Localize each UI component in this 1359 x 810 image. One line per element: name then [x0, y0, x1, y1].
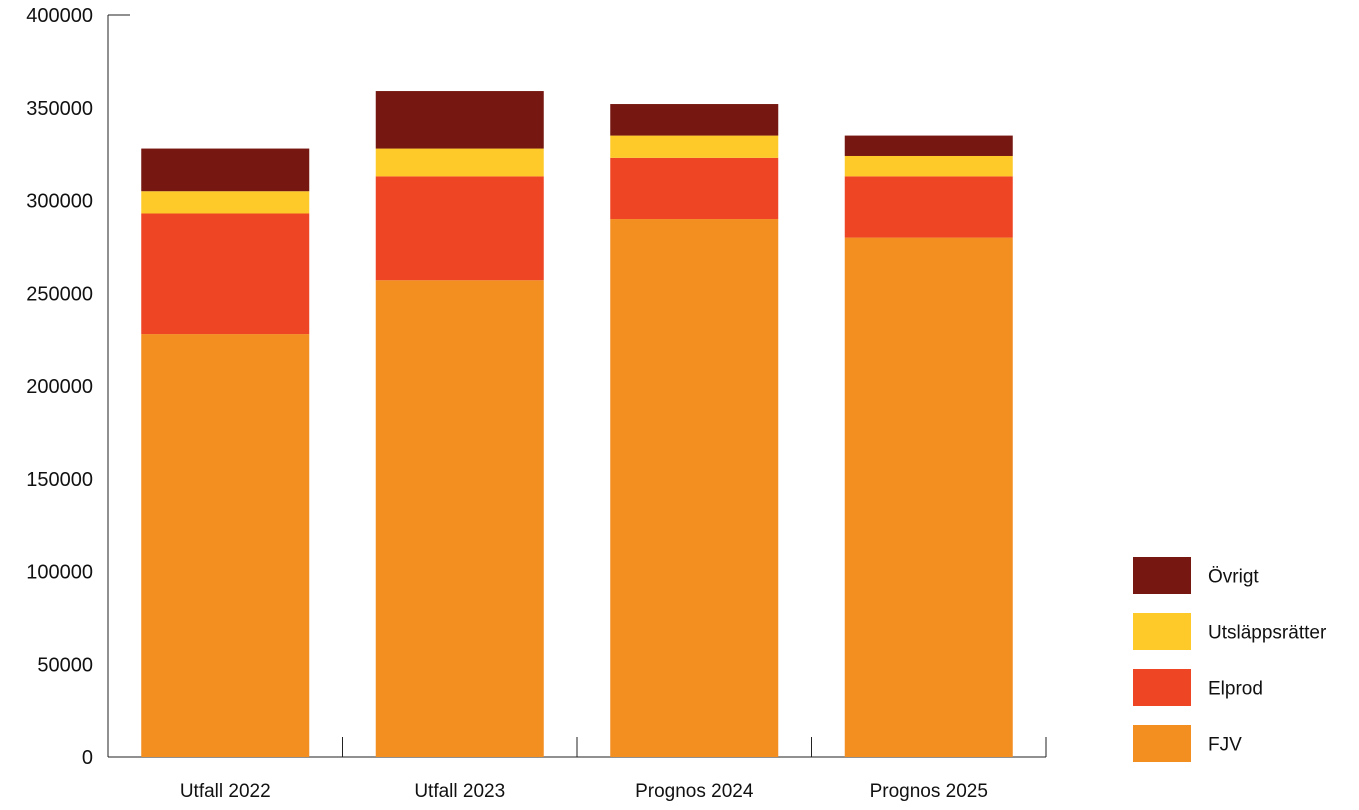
bar-segment-fjv-2	[610, 219, 779, 758]
legend: Övrigt Utsläppsrätter Elprod FJV	[1133, 557, 1327, 762]
x-category-label: Prognos 2025	[870, 781, 988, 802]
bar-segment-utsl-ppsr-tter-2	[610, 135, 779, 158]
y-tick-label: 50000	[37, 654, 93, 676]
bar-segment-fjv-1	[375, 280, 544, 757]
legend-swatch	[1133, 669, 1191, 706]
bar-segment-elprod-2	[610, 157, 779, 220]
bar-segment-fjv-3	[844, 237, 1013, 758]
x-category-label: Utfall 2022	[180, 781, 271, 802]
bar-segment-utsl-ppsr-tter-1	[375, 148, 544, 177]
legend-swatch	[1133, 613, 1191, 650]
legend-label: Utsläppsrätter	[1208, 623, 1327, 644]
y-tick-label: 200000	[26, 376, 93, 398]
y-tick-label: 150000	[26, 469, 93, 491]
x-category-label: Prognos 2024	[635, 781, 754, 802]
bar-segment--vrigt-1	[375, 91, 544, 149]
legend-label: Elprod	[1208, 679, 1263, 700]
y-tick-label: 0	[82, 747, 93, 769]
y-axis: 0 50000 100000 150000 200000 250000 300000 3500…	[26, 5, 130, 769]
bar-segment--vrigt-3	[844, 135, 1013, 156]
y-tick-label: 300000	[26, 191, 93, 213]
legend-swatch	[1133, 725, 1191, 762]
bar-segment-elprod-3	[844, 176, 1013, 238]
bars	[141, 91, 1013, 758]
bar-segment-utsl-ppsr-tter-0	[141, 191, 310, 214]
legend-label: Övrigt	[1208, 567, 1259, 588]
y-tick-label: 250000	[26, 283, 93, 305]
y-tick-label: 350000	[26, 98, 93, 120]
x-category-label: Utfall 2023	[414, 781, 505, 802]
legend-swatch	[1133, 557, 1191, 594]
legend-label: FJV	[1208, 735, 1242, 756]
bar-segment-utsl-ppsr-tter-3	[844, 155, 1013, 177]
bar-segment-elprod-1	[375, 176, 544, 281]
y-tick-label: 100000	[26, 562, 93, 584]
bar-segment-fjv-0	[141, 334, 310, 757]
bar-segment--vrigt-0	[141, 148, 310, 192]
bar-segment--vrigt-2	[610, 104, 779, 136]
y-tick-label: 400000	[26, 5, 93, 27]
bar-segment-elprod-0	[141, 213, 310, 335]
